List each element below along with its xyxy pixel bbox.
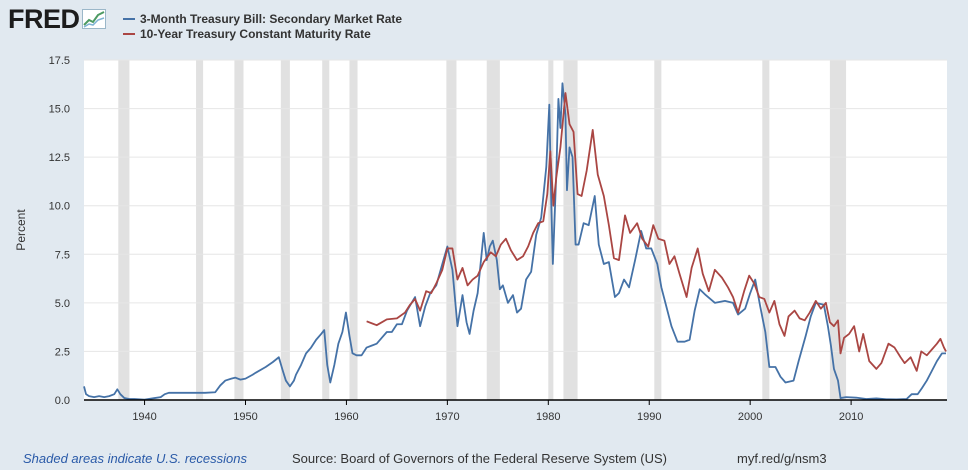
source-note: Source: Board of Governors of the Federa… — [292, 451, 667, 466]
legend-label: 10-Year Treasury Constant Maturity Rate — [140, 26, 371, 41]
y-tick-label: 2.5 — [55, 346, 70, 358]
y-tick-label: 12.5 — [49, 152, 70, 164]
legend-swatch-red — [123, 32, 135, 35]
recession-band — [446, 60, 457, 400]
x-tick-label: 1960 — [334, 411, 358, 423]
chart-legend: 3-Month Treasury Bill: Secondary Market … — [123, 11, 402, 41]
short-url-link[interactable]: myf.red/g/nsm3 — [737, 451, 827, 466]
recession-band — [349, 60, 358, 400]
chart-header: FRED 3-Month Treasury Bill: Secondary Ma… — [0, 0, 968, 48]
x-tick-label: 1980 — [536, 411, 560, 423]
plot-area — [84, 60, 947, 400]
legend-item-10-year-treasury[interactable]: 10-Year Treasury Constant Maturity Rate — [123, 26, 402, 41]
x-tick-label: 2000 — [738, 411, 762, 423]
recession-band — [118, 60, 130, 400]
line-chart: 0.0 2.5 5.0 7.5 10.0 12.5 15.0 17.5 1940 1950 196… — [14, 55, 947, 423]
recession-band — [829, 60, 847, 400]
fred-logo-text: FRED — [8, 4, 80, 34]
recession-band — [486, 60, 500, 400]
recession-band — [654, 60, 662, 400]
x-tick-label: 1940 — [132, 411, 156, 423]
y-tick-label: 17.5 — [49, 55, 70, 67]
recession-band — [234, 60, 244, 400]
x-tick-label: 1990 — [637, 411, 661, 423]
recession-band — [762, 60, 770, 400]
recession-note-link[interactable]: Shaded areas indicate U.S. recessions — [23, 451, 248, 466]
series-line-10-year-treasury — [366, 92, 947, 372]
x-tick-label: 1970 — [435, 411, 459, 423]
chart-footer: Shaded areas indicate U.S. recessions So… — [0, 449, 968, 469]
recession-band — [280, 60, 290, 400]
legend-label: 3-Month Treasury Bill: Secondary Market … — [140, 11, 403, 26]
series-line-3-month-tbill — [83, 82, 946, 401]
x-tick-label: 2010 — [839, 411, 863, 423]
trend-chart-icon — [81, 9, 106, 29]
y-axis-label: Percent — [14, 209, 28, 251]
recession-band — [196, 60, 204, 400]
y-tick-label: 7.5 — [55, 249, 70, 261]
legend-item-3-month-tbill[interactable]: 3-Month Treasury Bill: Secondary Market … — [123, 11, 402, 26]
y-tick-label: 0.0 — [55, 395, 70, 407]
y-tick-label: 10.0 — [49, 201, 70, 213]
y-tick-label: 15.0 — [49, 104, 70, 116]
legend-swatch-blue — [123, 17, 135, 20]
y-tick-label: 5.0 — [55, 298, 70, 310]
x-tick-label: 1950 — [233, 411, 257, 423]
fred-logo[interactable]: FRED — [8, 4, 106, 34]
recession-band — [548, 60, 554, 400]
recession-band — [322, 60, 330, 400]
